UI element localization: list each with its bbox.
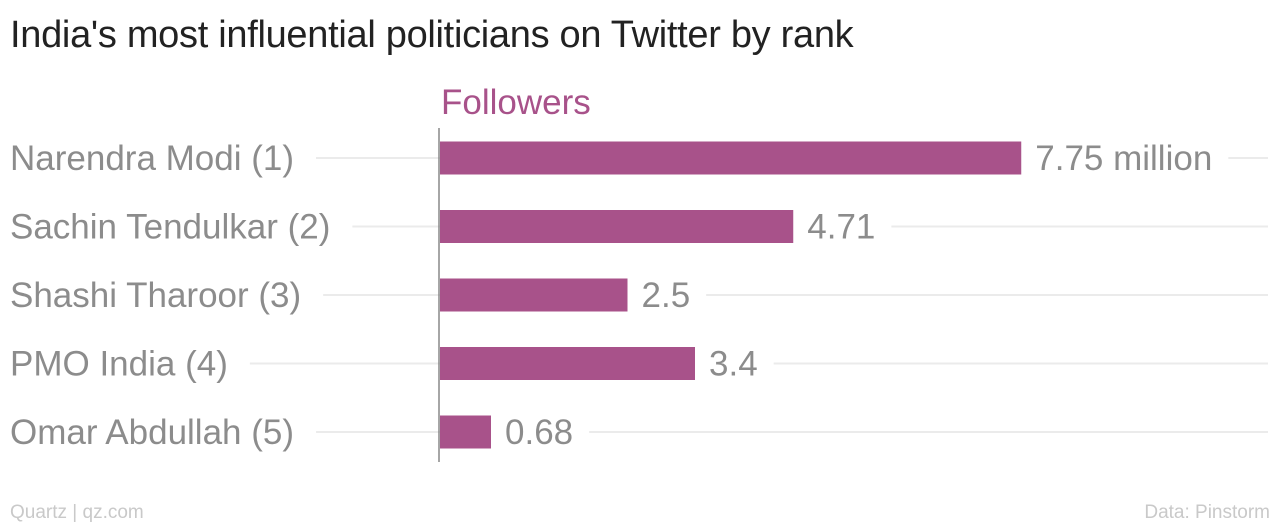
value-label: 3.4	[709, 345, 758, 384]
value-label: 7.75 million	[1035, 139, 1212, 178]
series-label: Followers	[441, 83, 591, 122]
bar	[440, 278, 628, 312]
category-label: PMO India (4)	[10, 345, 228, 384]
category-label: Sachin Tendulkar (2)	[10, 208, 330, 247]
value-label: 4.71	[807, 208, 875, 247]
credit-text: Quartz | qz.com	[10, 502, 144, 523]
grid-lines	[249, 157, 1268, 433]
chart-title: India's most influential politicians on …	[10, 14, 854, 56]
bar	[440, 347, 695, 380]
source-text: Data: Pinstorm	[1144, 502, 1270, 523]
category-labels: Narendra Modi (1) Sachin Tendulkar (2) Sha…	[10, 139, 330, 452]
category-label: Shashi Tharoor (3)	[10, 276, 301, 315]
bar	[440, 210, 794, 243]
category-label: Narendra Modi (1)	[10, 139, 294, 178]
value-label: 2.5	[642, 276, 691, 315]
value-labels: 7.75 million 4.71 2.5 3.4 0.68	[505, 139, 1212, 452]
bar	[440, 415, 491, 449]
bars	[440, 141, 1022, 449]
category-label: Omar Abdullah (5)	[10, 413, 294, 452]
value-label: 0.68	[505, 413, 573, 452]
bar	[440, 141, 1022, 175]
